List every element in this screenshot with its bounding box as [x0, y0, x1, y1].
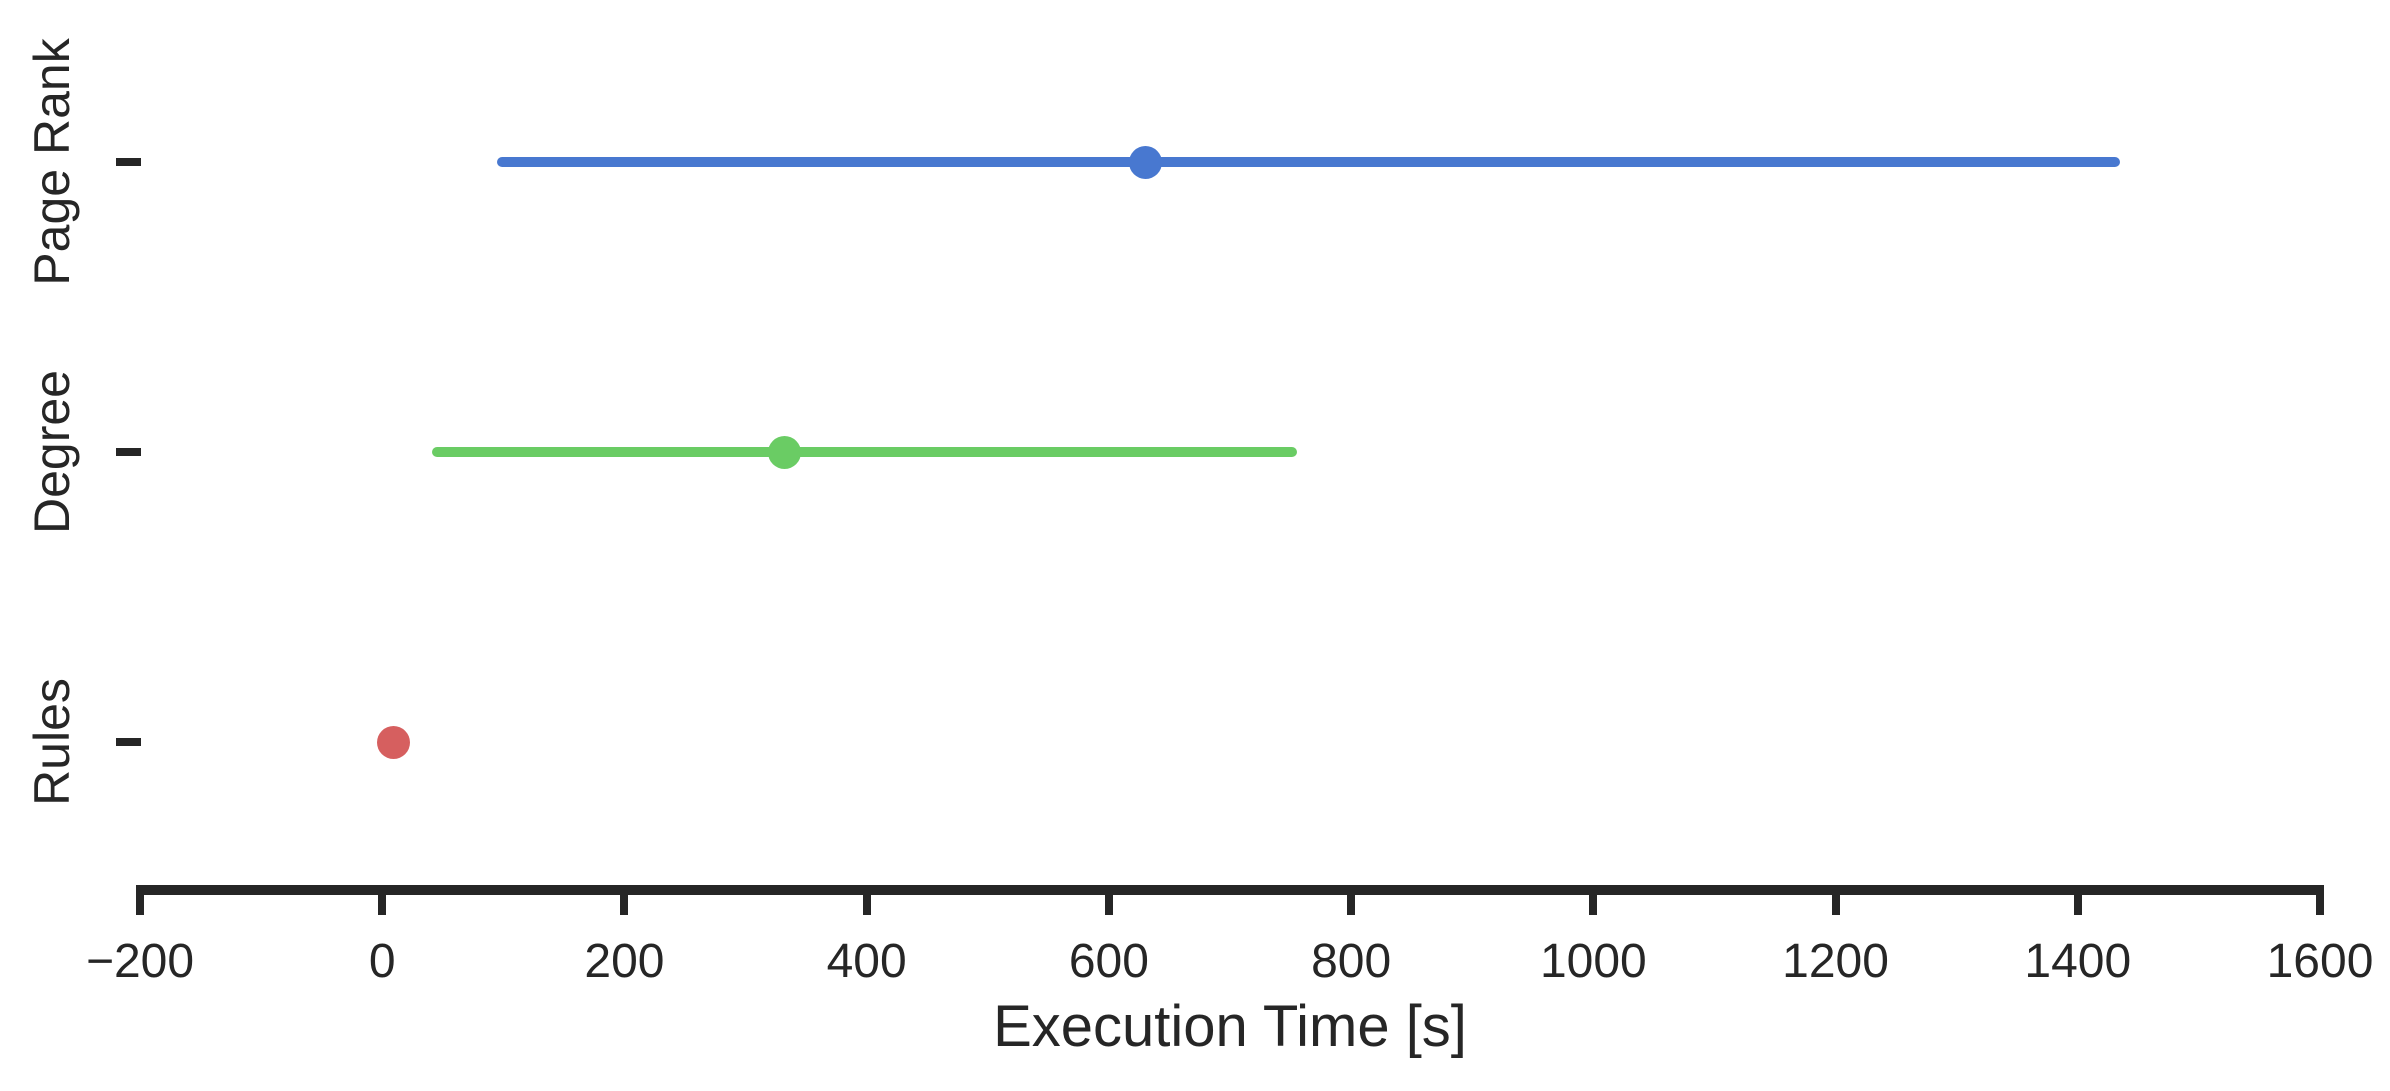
x-axis-tick-label: 1600: [2266, 935, 2374, 988]
x-axis-tick-label: 400: [826, 935, 907, 988]
x-axis-spine: [136, 885, 2324, 895]
ci-line-page-rank: [497, 157, 2121, 167]
x-axis-tick: [2073, 895, 2082, 915]
point-marker-page-rank: [1128, 145, 1162, 179]
x-axis-tick: [1589, 895, 1598, 915]
x-axis-tick: [378, 895, 387, 915]
point-marker-rules: [376, 725, 410, 759]
x-axis-tick: [136, 895, 144, 915]
x-axis-tick-label: 600: [1068, 935, 1149, 988]
x-axis-tick: [862, 895, 871, 915]
y-axis-tick-page-rank: [116, 158, 141, 166]
x-axis-tick-label: 0: [368, 935, 396, 988]
ci-line-degree: [431, 447, 1297, 457]
x-axis-tick-label: 800: [1311, 935, 1392, 988]
x-axis-tick-label: 1000: [1539, 935, 1647, 988]
y-tick-label-page-rank: Page Rank: [24, 38, 80, 286]
point-marker-degree: [767, 435, 801, 469]
x-axis-tick: [1831, 895, 1840, 915]
x-axis-tick: [1104, 895, 1113, 915]
x-axis-tick: [2316, 895, 2324, 915]
x-axis-title: Execution Time [s]: [993, 994, 1467, 1059]
y-axis-tick-rules: [116, 738, 141, 746]
y-tick-label-degree: Degree: [24, 370, 80, 534]
y-tick-label-rules: Rules: [24, 678, 80, 806]
x-axis-tick-label: 200: [584, 935, 665, 988]
x-axis-tick: [1347, 895, 1356, 915]
x-axis-tick-label: 1400: [2024, 935, 2132, 988]
x-axis-tick-label: 1200: [1782, 935, 1889, 988]
x-axis-tick-label: −200: [85, 935, 195, 988]
y-axis-tick-degree: [116, 448, 141, 456]
x-axis-tick: [620, 895, 629, 915]
